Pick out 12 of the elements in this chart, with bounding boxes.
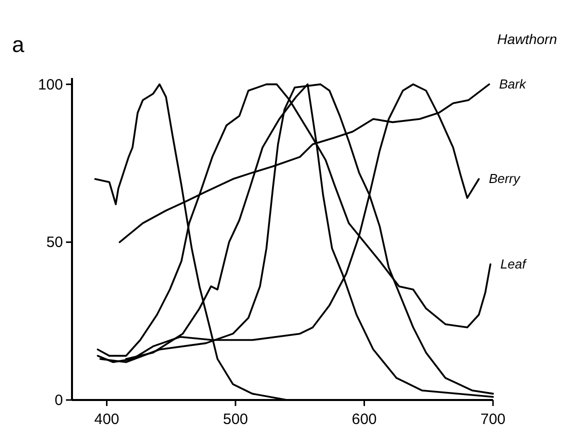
series-label: Berry [488, 171, 522, 186]
text: a [12, 32, 25, 57]
x-tick-label: 700 [480, 411, 506, 428]
series-label: Bark [499, 76, 528, 92]
x-tick-label: 400 [94, 411, 120, 428]
text: Hawthorn [497, 31, 558, 47]
y-tick-label: 50 [46, 234, 63, 252]
y-tick-label: 0 [54, 392, 63, 409]
series-label: Leaf [500, 256, 528, 272]
x-tick-label: 600 [352, 411, 377, 428]
y-tick-label: 100 [38, 76, 63, 94]
x-tick-label: 500 [222, 411, 248, 428]
